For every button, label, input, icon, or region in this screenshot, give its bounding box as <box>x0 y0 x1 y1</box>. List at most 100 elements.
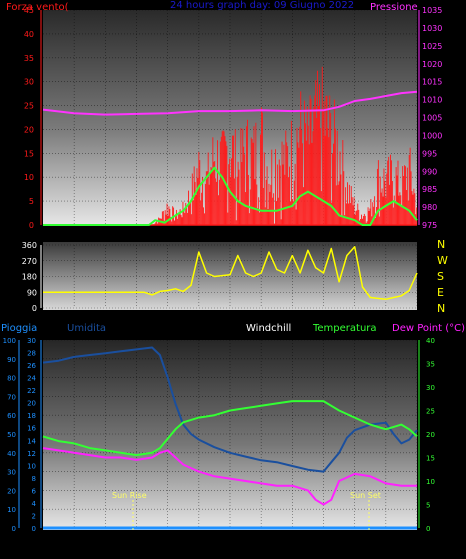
pressure-tick-label: 1005 <box>422 114 442 123</box>
humidity-line <box>42 346 418 473</box>
temperature-tick-label: 15 <box>426 455 435 463</box>
x-tick-label: 16 <box>287 539 297 548</box>
rain-tick-label: 12 <box>27 450 36 458</box>
climate-plot-area <box>43 340 417 530</box>
direction-tick-label: 90 <box>27 288 37 297</box>
temperature-tick-label: 40 <box>426 337 435 345</box>
pressure-tick-label: 1000 <box>422 131 442 140</box>
pressure-tick-label: 990 <box>422 167 437 176</box>
compass-label: N <box>437 238 445 251</box>
compass-label: E <box>437 286 444 299</box>
compass-label: N <box>437 302 445 315</box>
pressure-tick-label: 1010 <box>422 96 442 105</box>
x-tick-label: 08 <box>163 539 173 548</box>
x-tick-label: 16 <box>287 231 297 240</box>
x-tick-label: 22 <box>381 231 391 240</box>
rain-tick-label: 4 <box>32 500 37 508</box>
pressure-tick-label: 1015 <box>422 78 442 87</box>
pressure-tick-label: 1030 <box>422 24 442 33</box>
pressure-tick-label: 995 <box>422 149 437 158</box>
x-tick-label: 10 <box>194 539 204 548</box>
wind-tick-label: 15 <box>24 149 34 158</box>
x-tick-label: 08 <box>163 231 173 240</box>
wind-tick-label: 45 <box>24 6 34 15</box>
pressure-tick-label: 985 <box>422 185 437 194</box>
wind-tick-label: 40 <box>24 30 34 39</box>
x-tick-label: 18 <box>318 539 328 548</box>
pressure-tick-label: 1025 <box>422 42 442 51</box>
rain-tick-label: 22 <box>27 387 36 395</box>
humidity-tick-label: 60 <box>7 412 16 420</box>
wind-tick-label: 5 <box>29 197 34 206</box>
pressure-axis-title: Pressione <box>370 2 418 13</box>
humidity-tick-label: 10 <box>7 506 16 514</box>
x-tick-label: 06 <box>131 231 141 240</box>
humidity-tick-label: 50 <box>7 431 16 439</box>
x-tick-label: 10 <box>194 231 204 240</box>
x-tick-label: 18 <box>318 231 328 240</box>
wind-tick-label: 25 <box>24 102 34 111</box>
sunset-label: Sun Set <box>350 491 381 500</box>
x-tick-label: 22 <box>381 539 391 548</box>
rain-tick-label: 8 <box>32 475 36 483</box>
x-tick-label: 00 <box>412 231 422 240</box>
temperature-tick-label: 0 <box>426 525 430 533</box>
direction-tick-label: 180 <box>22 273 37 282</box>
dewpoint-line <box>42 447 417 506</box>
rain-axis-title: Pioggia <box>1 323 37 334</box>
x-tick-label: 04 <box>100 231 110 240</box>
small-temperature-line <box>43 166 418 226</box>
windchill-legend: Windchill <box>246 323 291 334</box>
x-tick-label: 02 <box>69 231 79 240</box>
temperature-tick-label: 10 <box>426 478 435 486</box>
humidity-tick-label: 100 <box>3 337 16 345</box>
temperature-tick-label: 30 <box>426 384 435 392</box>
x-tick-label: 20 <box>350 231 360 240</box>
temperature-tick-label: 35 <box>426 361 435 369</box>
humidity-tick-label: 80 <box>7 375 16 383</box>
rain-tick-label: 24 <box>27 375 36 383</box>
wind-direction-line <box>43 246 418 301</box>
humidity-tick-label: 20 <box>7 487 16 495</box>
x-tick-label: 02 <box>69 539 79 548</box>
x-tick-label: 20 <box>350 539 360 548</box>
rain-tick-label: 14 <box>27 437 36 445</box>
wind-tick-label: 35 <box>24 54 34 63</box>
temperature-line <box>42 400 418 457</box>
rain-tick-label: 28 <box>27 350 36 358</box>
wind-tick-label: 30 <box>24 78 34 87</box>
wind-axis-title: Forza vento( <box>6 2 69 13</box>
compass-label: S <box>437 270 444 283</box>
wind-tick-label: 0 <box>29 221 34 230</box>
rain-tick-label: 16 <box>27 425 36 433</box>
direction-tick-label: 0 <box>32 304 37 313</box>
rain-tick-label: 30 <box>27 337 36 345</box>
chart-title: 24 hours graph day: 09 Giugno 2022 <box>170 0 354 11</box>
pressure-tick-label: 975 <box>422 221 437 230</box>
wind-tick-label: 10 <box>24 173 34 182</box>
rain-tick-label: 0 <box>32 525 36 533</box>
sunrise-axis-label: Sun Rise <box>119 541 145 548</box>
humidity-tick-label: 0 <box>12 525 16 533</box>
x-tick-label: 04 <box>100 539 110 548</box>
pressure-tick-label: 1020 <box>422 60 442 69</box>
x-tick-label: 12 <box>225 231 235 240</box>
humidity-tick-label: 40 <box>7 450 16 458</box>
pressure-tick-label: 980 <box>422 203 437 212</box>
direction-tick-label: 270 <box>22 257 37 266</box>
x-tick-label: 12 <box>225 539 235 548</box>
direction-tick-label: 360 <box>22 241 37 250</box>
rain-tick-label: 2 <box>32 512 36 520</box>
temperature-legend: Temperatura <box>312 323 377 334</box>
temperature-tick-label: 5 <box>426 502 430 510</box>
compass-label: W <box>437 254 448 267</box>
humidity-tick-label: 30 <box>7 469 16 477</box>
temperature-tick-label: 20 <box>426 431 435 439</box>
humidity-legend: Umidita <box>67 323 106 334</box>
rain-tick-label: 26 <box>27 362 36 370</box>
x-tick-label: 14 <box>256 231 266 240</box>
humidity-tick-label: 90 <box>7 356 16 364</box>
rain-tick-label: 10 <box>27 462 36 470</box>
